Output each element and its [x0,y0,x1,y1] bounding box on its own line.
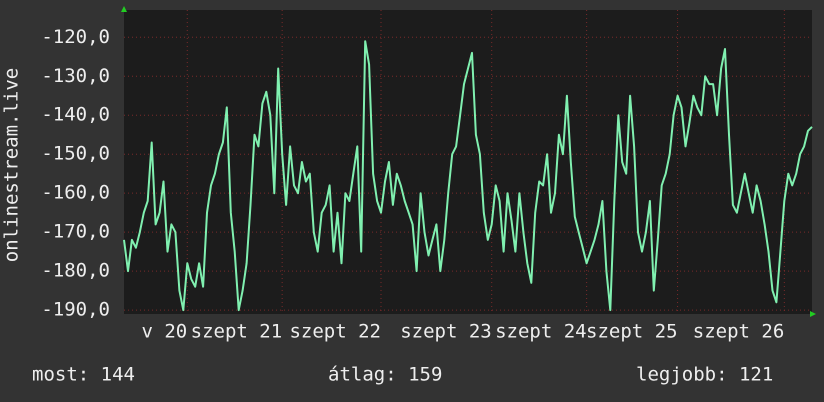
x-tick-label: szept 22 [289,321,381,343]
y-tick-label: -130,0 [41,65,110,87]
y-tick-label: -120,0 [41,26,110,48]
x-tick-label: szept 25 [586,321,678,343]
x-tick-label: szept 26 [693,321,785,343]
stat: átlag: 159 [328,364,442,386]
y-tick-label: -180,0 [41,260,110,282]
y-tick-label: -190,0 [41,299,110,321]
y-tick-label: -150,0 [41,143,110,165]
x-tick-label: szept 21 [191,321,283,343]
plot-area [124,10,812,314]
y-axis-label: onlinestream.live [1,68,23,262]
axis-arrow [810,311,816,317]
axis-arrow [121,6,127,12]
data-line [123,40,813,312]
x-tick-label: v 20 [141,321,187,343]
y-tick-label: -140,0 [41,104,110,126]
stat: legjobb: 121 [636,364,773,386]
y-tick-label: -170,0 [41,221,110,243]
x-tick-label: szept 23 [400,321,492,343]
stat: most: 144 [32,364,135,386]
y-tick-label: -160,0 [41,182,110,204]
x-tick-label: szept 24 [495,321,587,343]
